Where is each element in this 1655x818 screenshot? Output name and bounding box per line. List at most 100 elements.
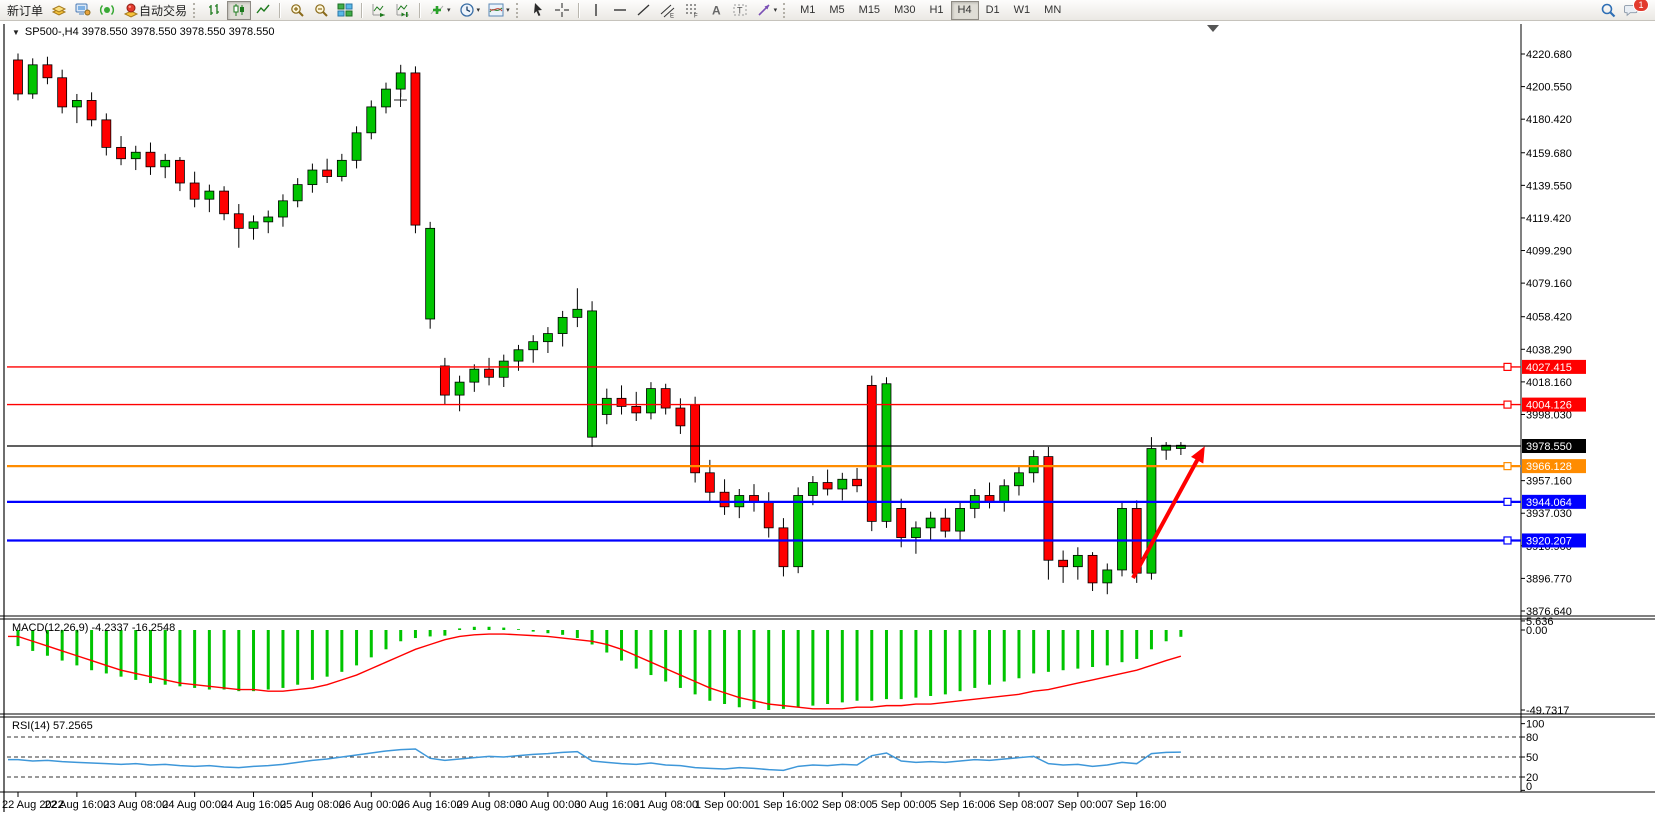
timeframe-button-m15[interactable]: M15 [858, 4, 881, 16]
svg-text:1 Sep 16:00: 1 Sep 16:00 [754, 799, 813, 811]
svg-text:6 Sep 08:00: 6 Sep 08:00 [989, 799, 1048, 811]
svg-text:50: 50 [1526, 752, 1538, 764]
svg-text:RSI(14) 57.2565: RSI(14) 57.2565 [12, 720, 93, 732]
auto-trading-label: 自动交易 [139, 3, 188, 18]
line-chart-icon [255, 2, 271, 18]
toolbar-separator [279, 2, 282, 18]
svg-text:1 Sep 00:00: 1 Sep 00:00 [695, 799, 754, 811]
toolbar-separator [419, 2, 422, 18]
arrows-button[interactable]: ▾ [752, 1, 782, 20]
timeframe-button-h4[interactable]: H4 [950, 0, 979, 20]
svg-text:3998.030: 3998.030 [1526, 409, 1572, 421]
svg-text:3966.128: 3966.128 [1526, 461, 1572, 473]
svg-text:80: 80 [1526, 732, 1538, 744]
chevron-down-icon: ▾ [506, 7, 510, 14]
auto-trading-button[interactable]: 自动交易 [119, 1, 191, 20]
timeframe-button-w1[interactable]: W1 [1013, 4, 1031, 16]
timeframe-button-m5[interactable]: M5 [829, 4, 845, 16]
text-button[interactable]: A [704, 1, 728, 20]
chart-shift-button[interactable] [391, 1, 415, 20]
collapse-icon[interactable]: ▼ [12, 27, 20, 37]
notification-badge: 1 [1633, 0, 1649, 12]
text-icon: A [708, 2, 724, 18]
cursor-button[interactable] [526, 1, 550, 20]
auto-scroll-button[interactable] [367, 1, 391, 20]
horizontal-line-icon [612, 2, 628, 18]
zoom-out-button[interactable] [309, 1, 333, 20]
candles-layer [13, 53, 1186, 595]
trend-arrow [1131, 446, 1205, 579]
history-center-button[interactable] [47, 1, 71, 20]
svg-text:29 Aug 08:00: 29 Aug 08:00 [457, 799, 522, 811]
vertical-line-icon [588, 2, 604, 18]
svg-text:4058.420: 4058.420 [1526, 312, 1572, 324]
svg-text:3978.550: 3978.550 [1526, 441, 1572, 453]
templates-button[interactable]: ▾ [484, 1, 514, 20]
zoom-in-button[interactable] [285, 1, 309, 20]
crosshair-button[interactable] [550, 1, 574, 20]
text-label-icon: T [732, 2, 748, 18]
terminal-button[interactable] [71, 1, 95, 20]
templates-icon [488, 2, 504, 18]
svg-text:23 Aug 08:00: 23 Aug 08:00 [103, 799, 168, 811]
svg-text:3896.770: 3896.770 [1526, 573, 1572, 585]
search-icon [1600, 2, 1616, 18]
search-button[interactable] [1596, 1, 1620, 20]
zoom-out-icon [313, 2, 329, 18]
timeframe-button-d1[interactable]: D1 [985, 4, 1000, 16]
text-label-button[interactable]: T [728, 1, 752, 20]
svg-text:4038.290: 4038.290 [1526, 344, 1572, 356]
line-chart-button[interactable] [251, 1, 275, 20]
clock-icon [459, 2, 475, 18]
trendline-button[interactable] [632, 1, 656, 20]
svg-text:2 Sep 08:00: 2 Sep 08:00 [813, 799, 872, 811]
bar-chart-button[interactable] [203, 1, 227, 20]
horizontal-line-button[interactable] [608, 1, 632, 20]
svg-text:3937.030: 3937.030 [1526, 508, 1572, 520]
annotations[interactable] [394, 93, 1205, 579]
svg-text:26 Aug 16:00: 26 Aug 16:00 [398, 799, 463, 811]
equidistant-channel-button[interactable]: E [656, 1, 680, 20]
terminal-icon [75, 2, 91, 18]
chevron-down-icon: ▾ [476, 7, 481, 14]
svg-text:4018.160: 4018.160 [1526, 377, 1572, 389]
shift-marker-icon [1207, 25, 1219, 32]
fibonacci-button[interactable]: F [680, 1, 704, 20]
new-order-button[interactable]: 新订单 [7, 3, 44, 18]
periods-button[interactable]: ▾ [455, 1, 485, 20]
timeframe-button-m1[interactable]: M1 [800, 4, 816, 16]
horizontal-lines-layer[interactable] [7, 362, 1521, 545]
auto-trading-icon [123, 2, 139, 18]
indicators-icon [429, 2, 445, 18]
timeframe-button-h1[interactable]: H1 [929, 4, 944, 16]
signals-button[interactable] [95, 1, 119, 20]
candlestick-chart-icon [231, 2, 247, 18]
toolbar-grip [515, 2, 521, 18]
cursor-icon [530, 2, 546, 18]
svg-text:30 Aug 00:00: 30 Aug 00:00 [515, 799, 580, 811]
auto-scroll-icon [371, 2, 387, 18]
svg-text:F: F [694, 14, 698, 19]
svg-text:5 Sep 16:00: 5 Sep 16:00 [930, 799, 989, 811]
notifications-button[interactable]: 1 [1620, 0, 1649, 20]
timeframe-button-m30[interactable]: M30 [894, 4, 916, 16]
svg-text:30 Aug 16:00: 30 Aug 16:00 [574, 799, 639, 811]
candlestick-chart-button[interactable] [227, 0, 252, 20]
indicators-button[interactable]: ▾ [425, 1, 455, 20]
svg-text:4180.420: 4180.420 [1526, 114, 1572, 126]
chart-shift-icon [395, 2, 411, 18]
arrows-icon [756, 2, 772, 18]
svg-text:24 Aug 00:00: 24 Aug 00:00 [162, 799, 227, 811]
svg-text:T: T [737, 6, 743, 16]
vertical-line-button[interactable] [584, 1, 608, 20]
equidistant-channel-icon: E [660, 2, 676, 18]
svg-text:22 Aug 16:00: 22 Aug 16:00 [44, 799, 109, 811]
price-axis[interactable]: 4220.680 4200.550 4180.420 4159.680 4139.550… [1521, 49, 1586, 618]
svg-text:MACD(12,26,9) -4.2337 -16.2548: MACD(12,26,9) -4.2337 -16.2548 [12, 622, 175, 634]
tile-windows-button[interactable] [333, 1, 357, 20]
timeframe-button-mn[interactable]: MN [1044, 4, 1062, 16]
